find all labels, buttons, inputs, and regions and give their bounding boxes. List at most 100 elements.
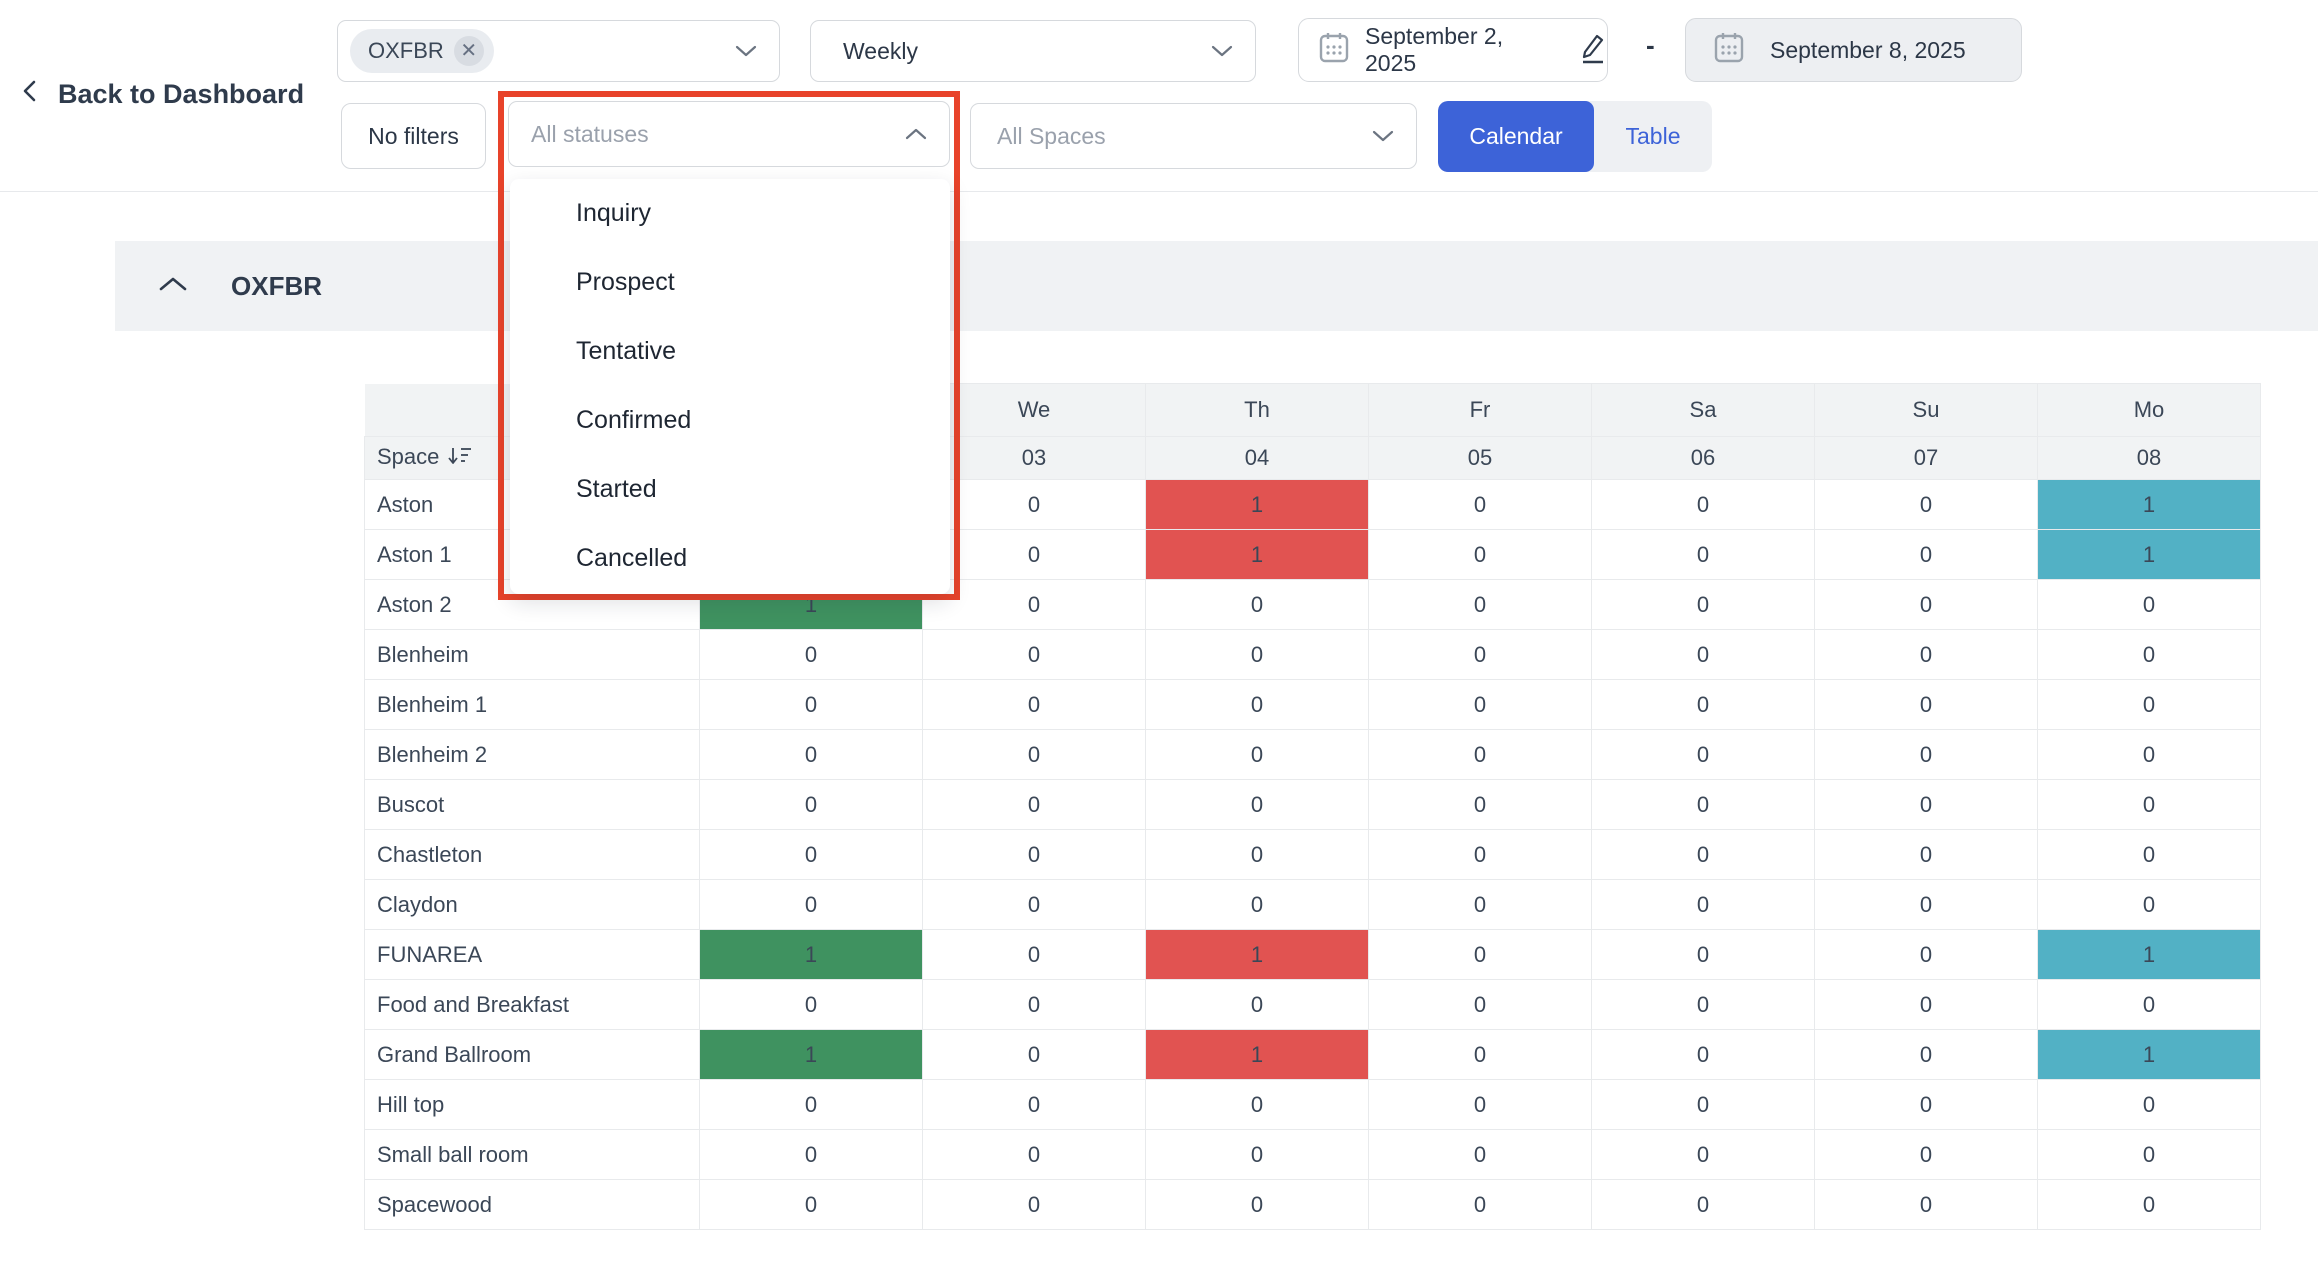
count-cell: 0 <box>1591 1179 1815 1230</box>
status-option-inquiry[interactable]: Inquiry <box>576 199 652 227</box>
status-select[interactable]: All statuses <box>508 101 950 167</box>
topbar-divider <box>0 191 2318 192</box>
count-cell: 0 <box>1591 479 1815 530</box>
status-option-cancelled[interactable]: Cancelled <box>576 544 688 572</box>
count-cell: 0 <box>1368 629 1592 680</box>
day-header-cell: Su <box>1814 383 2038 437</box>
count-cell: 0 <box>2037 679 2261 730</box>
space-name-cell: Grand Ballroom <box>364 1029 700 1080</box>
count-cell: 0 <box>699 729 923 780</box>
count-cell: 0 <box>922 629 1146 680</box>
count-cell: 0 <box>1591 1079 1815 1130</box>
count-cell: 0 <box>699 1179 923 1230</box>
date-range-separator: - <box>1646 30 1655 60</box>
space-name-cell: Claydon <box>364 879 700 930</box>
count-cell: 0 <box>1368 879 1592 930</box>
back-chevron-icon <box>18 78 42 111</box>
status-filter-highlight: All statuses Inquiry Prospect Tentative Con… <box>498 91 960 600</box>
table-row: Chastleton 0 0 0 0 0 0 0 <box>364 829 2261 880</box>
count-cell: 0 <box>1368 729 1592 780</box>
count-cell: 0 <box>922 979 1146 1030</box>
count-cell: 0 <box>1591 1129 1815 1180</box>
count-cell: 0 <box>1814 629 2038 680</box>
count-cell: 0 <box>1814 879 2038 930</box>
spaces-select-placeholder: All Spaces <box>997 122 1106 149</box>
table-row: Food and Breakfast 0 0 0 0 0 0 0 <box>364 979 2261 1030</box>
table-row: Spacewood 0 0 0 0 0 0 0 <box>364 1179 2261 1230</box>
space-name-cell: Chastleton <box>364 829 700 880</box>
count-cell: 1 <box>2037 929 2261 980</box>
status-option-tentative[interactable]: Tentative <box>576 337 677 365</box>
count-cell: 0 <box>1591 629 1815 680</box>
count-cell: 0 <box>1145 1179 1369 1230</box>
chevron-down-icon <box>733 38 759 65</box>
date-to-field[interactable]: September 8, 2025 <box>1685 18 2022 82</box>
count-cell: 0 <box>699 1079 923 1130</box>
count-cell: 0 <box>2037 1129 2261 1180</box>
count-cell: 0 <box>922 879 1146 930</box>
count-cell: 0 <box>922 1179 1146 1230</box>
count-cell: 0 <box>1591 929 1815 980</box>
date-header-cell: 07 <box>1814 436 2038 480</box>
count-cell: 0 <box>922 1029 1146 1080</box>
property-select[interactable]: OXFBR ✕ <box>337 20 780 82</box>
section-header-oxfbr[interactable]: OXFBR <box>115 241 2318 331</box>
date-from-field[interactable]: September 2, 2025 <box>1298 18 1608 82</box>
spaces-select[interactable]: All Spaces <box>970 103 1417 169</box>
space-name-cell: Food and Breakfast <box>364 979 700 1030</box>
count-cell: 0 <box>2037 829 2261 880</box>
count-cell: 1 <box>1145 529 1369 580</box>
count-cell: 0 <box>1368 979 1592 1030</box>
count-cell: 0 <box>1145 579 1369 630</box>
count-cell: 0 <box>1591 579 1815 630</box>
count-cell: 0 <box>1814 1029 2038 1080</box>
count-cell: 0 <box>699 979 923 1030</box>
edit-date-icon[interactable] <box>1575 30 1607 70</box>
count-cell: 0 <box>1591 979 1815 1030</box>
date-header-cell: 05 <box>1368 436 1592 480</box>
count-cell: 0 <box>1591 1029 1815 1080</box>
count-cell: 0 <box>1591 529 1815 580</box>
count-cell: 0 <box>1814 479 2038 530</box>
remove-property-icon[interactable]: ✕ <box>453 36 484 66</box>
collapse-chevron-up-icon[interactable] <box>155 274 191 299</box>
count-cell: 1 <box>2037 1029 2261 1080</box>
back-to-dashboard-link[interactable]: Back to Dashboard <box>18 78 304 111</box>
day-header-cell: Th <box>1145 383 1369 437</box>
sort-icon <box>447 445 473 473</box>
period-select[interactable]: Weekly <box>810 20 1256 82</box>
space-header-label: Space <box>377 443 440 469</box>
date-header-cell: 06 <box>1591 436 1815 480</box>
space-name-cell: Spacewood <box>364 1179 700 1230</box>
calendar-view-button[interactable]: Calendar <box>1438 101 1594 172</box>
count-cell: 0 <box>699 679 923 730</box>
status-select-placeholder: All statuses <box>531 120 649 147</box>
count-cell: 0 <box>1591 829 1815 880</box>
count-cell: 0 <box>1368 829 1592 880</box>
day-header-cell: Fr <box>1368 383 1592 437</box>
table-view-button[interactable]: Table <box>1594 101 1712 172</box>
status-option-prospect[interactable]: Prospect <box>576 268 675 296</box>
count-cell: 0 <box>1814 679 2038 730</box>
calendar-icon <box>1319 31 1349 69</box>
status-option-confirmed[interactable]: Confirmed <box>576 406 692 434</box>
table-row: FUNAREA 1 0 1 0 0 0 1 <box>364 929 2261 980</box>
status-options-menu: Inquiry Prospect Tentative Confirmed Started… <box>510 179 950 594</box>
table-row: Claydon 0 0 0 0 0 0 0 <box>364 879 2261 930</box>
count-cell: 0 <box>699 1129 923 1180</box>
no-filters-button[interactable]: No filters <box>341 103 486 169</box>
status-option-started[interactable]: Started <box>576 475 657 503</box>
chevron-down-icon <box>1370 123 1396 150</box>
count-cell: 0 <box>1814 979 2038 1030</box>
day-header-cell: Sa <box>1591 383 1815 437</box>
count-cell: 0 <box>1368 579 1592 630</box>
count-cell: 0 <box>1814 729 2038 780</box>
space-name-cell: Blenheim <box>364 629 700 680</box>
count-cell: 0 <box>1145 879 1369 930</box>
count-cell: 0 <box>1368 1029 1592 1080</box>
space-name-cell: Buscot <box>364 779 700 830</box>
count-cell: 0 <box>1368 1129 1592 1180</box>
count-cell: 0 <box>1591 779 1815 830</box>
